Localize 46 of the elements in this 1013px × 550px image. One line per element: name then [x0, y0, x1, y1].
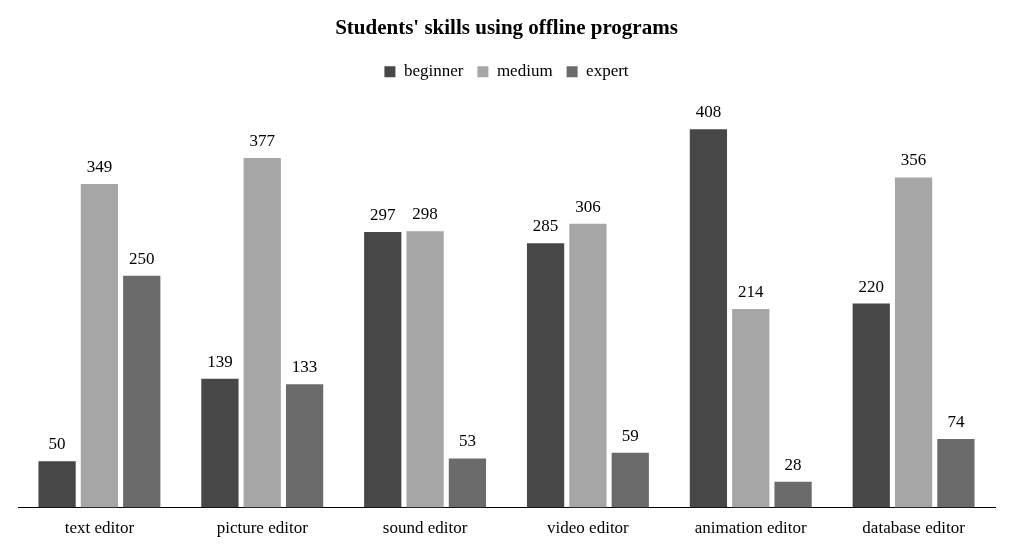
bar — [774, 481, 812, 508]
bar — [243, 157, 281, 508]
bar — [201, 378, 239, 508]
data-label: 356 — [900, 150, 927, 170]
bar — [852, 303, 890, 508]
data-label: 53 — [458, 431, 476, 451]
x-tick-label: text editor — [64, 518, 135, 538]
bar — [689, 129, 728, 508]
data-label: 297 — [370, 205, 396, 225]
legend-label: medium — [496, 61, 553, 81]
data-label: 214 — [738, 282, 764, 302]
x-tick-label: animation editor — [694, 518, 808, 538]
data-label: 133 — [291, 357, 318, 377]
data-label: 59 — [621, 425, 639, 445]
bar — [364, 232, 402, 508]
bar — [732, 309, 770, 508]
bar — [285, 384, 324, 508]
bar — [569, 223, 607, 508]
data-label: 220 — [858, 276, 884, 296]
x-tick-label: database editor — [862, 518, 966, 538]
bar — [526, 243, 565, 508]
data-label: 306 — [575, 196, 601, 216]
data-label: 250 — [129, 248, 155, 268]
x-tick-label: picture editor — [216, 518, 309, 538]
data-label: 285 — [532, 216, 559, 236]
chart-title: Students' skills using offline programs — [335, 15, 678, 40]
bar — [894, 177, 933, 508]
data-label: 74 — [947, 411, 965, 431]
data-label: 298 — [412, 204, 438, 224]
x-tick-label: sound editor — [382, 518, 468, 538]
bar — [448, 458, 487, 508]
legend-label: expert — [586, 61, 629, 81]
bar — [937, 438, 975, 508]
data-label: 139 — [207, 351, 233, 371]
data-label: 28 — [784, 454, 802, 474]
bar — [123, 275, 161, 508]
bar — [406, 231, 444, 508]
x-tick-label: video editor — [547, 518, 630, 538]
data-label: 50 — [48, 434, 66, 454]
bar — [38, 461, 76, 508]
bar — [611, 452, 649, 508]
data-label: 377 — [249, 130, 276, 150]
data-label: 408 — [695, 102, 722, 122]
data-label: 349 — [86, 156, 113, 176]
legend-label: beginner — [403, 61, 464, 81]
bar — [80, 183, 119, 508]
